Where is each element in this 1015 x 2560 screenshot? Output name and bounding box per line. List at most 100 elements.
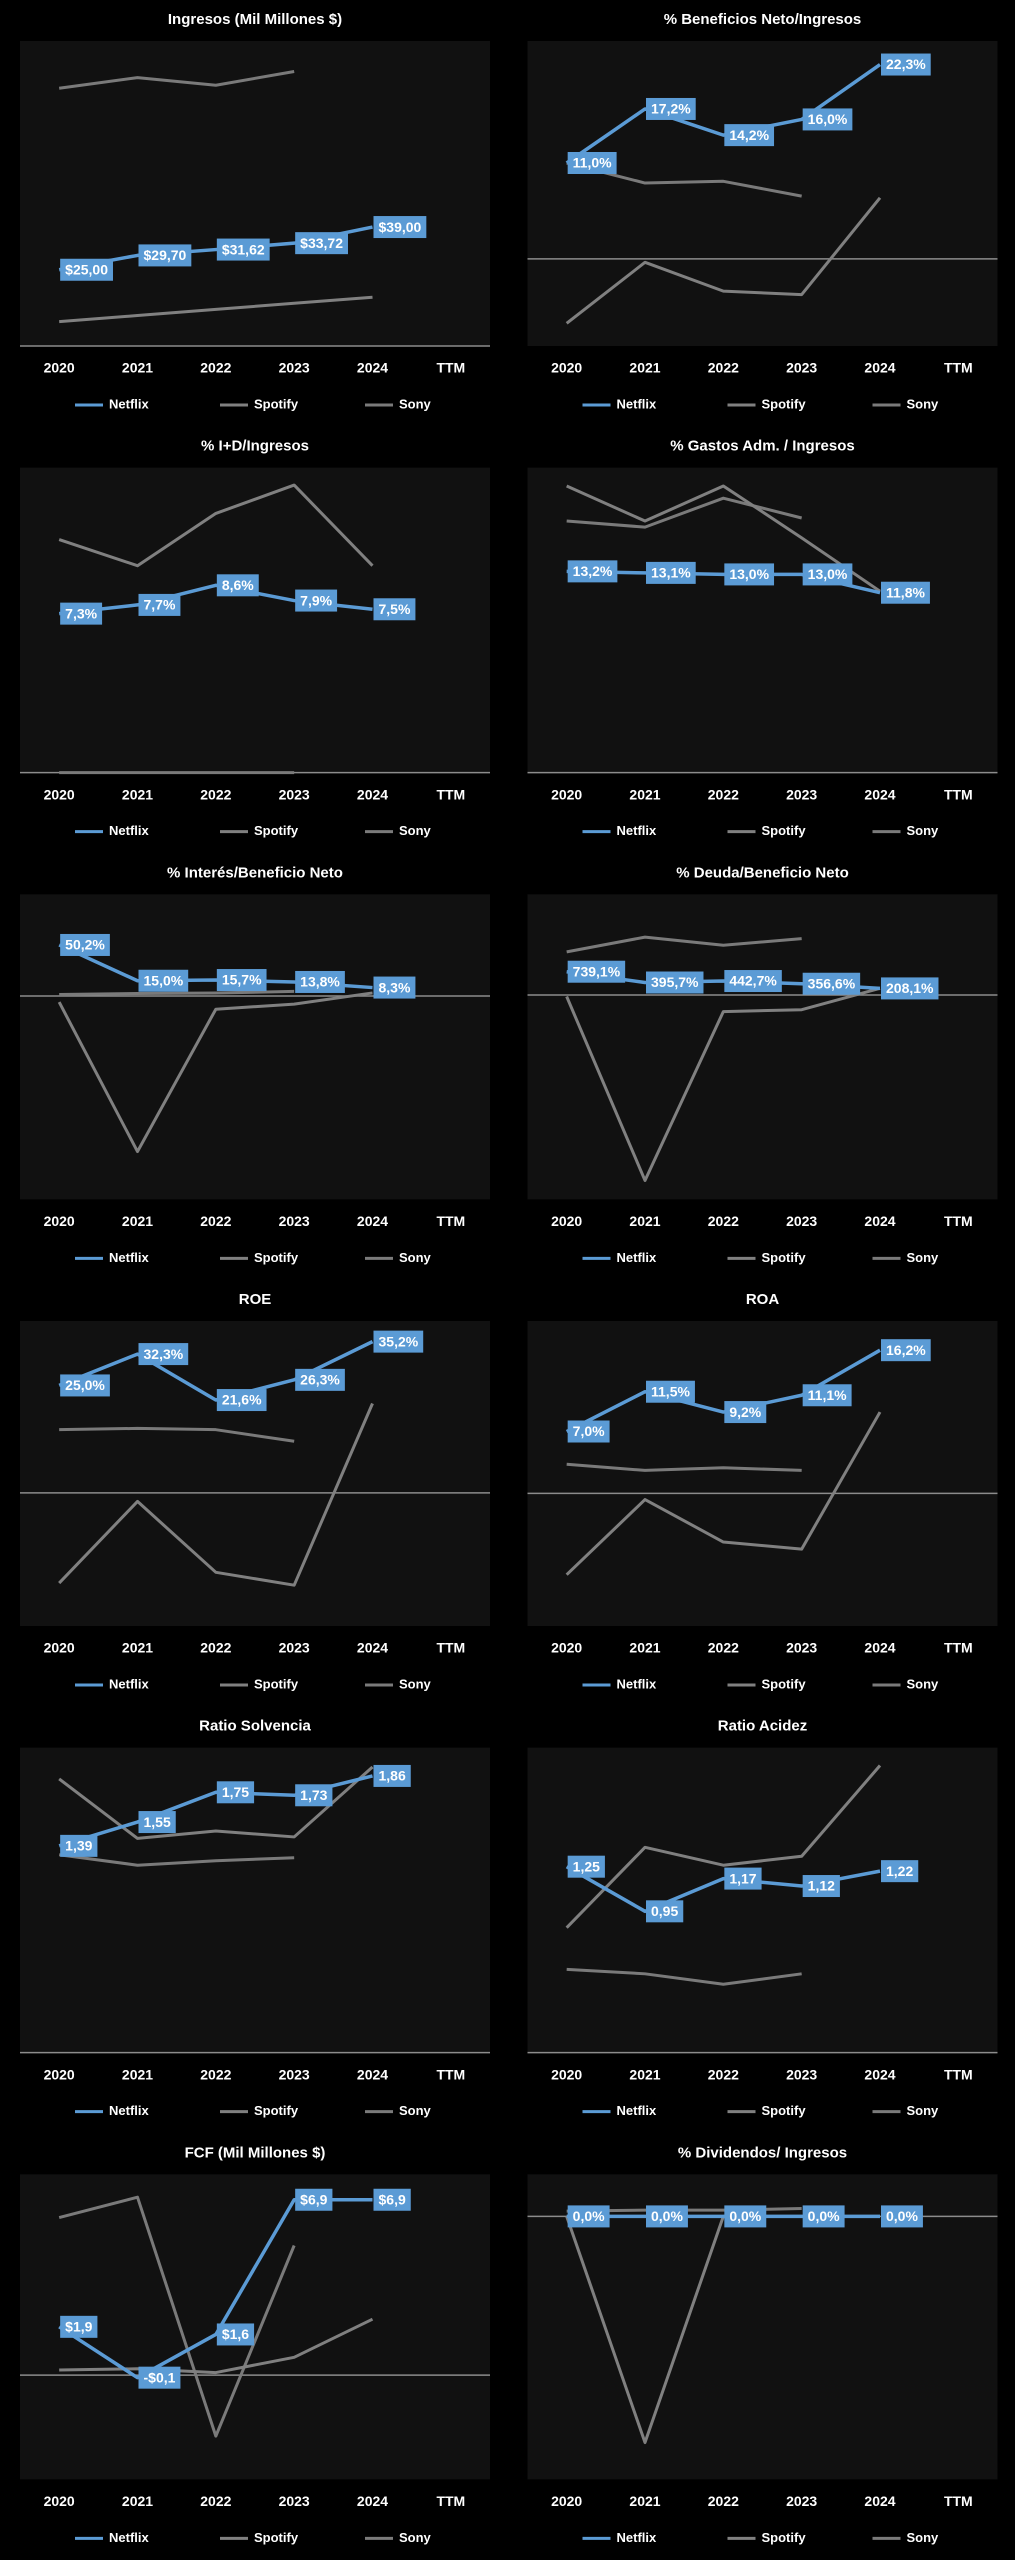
data-label: 32,3%: [138, 1343, 189, 1366]
series-line: [59, 989, 295, 996]
x-tick-label: 2020: [44, 1213, 75, 1229]
data-label-box: [724, 124, 775, 147]
x-tick-label: 2023: [279, 360, 310, 376]
data-label-text: 13,2%: [573, 563, 613, 579]
legend-label: Spotify: [762, 1250, 807, 1265]
x-tick-label: 2021: [122, 1640, 153, 1656]
data-label-text: -$0,1: [144, 2369, 176, 2385]
x-tick-label: 2020: [44, 786, 75, 802]
series-line: [565, 1411, 882, 1576]
data-label-box: [60, 1834, 98, 1857]
data-label: 13,8%: [295, 970, 345, 993]
data-label: 7,9%: [295, 589, 338, 612]
data-label: 16,2%: [881, 1339, 931, 1362]
data-label-box: [646, 2205, 688, 2228]
data-label-text: 35,2%: [379, 1333, 419, 1349]
data-label-text: 16,0%: [808, 111, 848, 127]
legend-label: Spotify: [762, 823, 807, 838]
x-tick-label: 2022: [200, 1640, 231, 1656]
x-tick-label: 2023: [279, 1213, 310, 1229]
data-label-text: $6,9: [300, 2191, 327, 2207]
legend-label: Spotify: [254, 1250, 299, 1265]
data-label-text: 0,0%: [651, 2208, 683, 2224]
x-tick-label: 2020: [551, 360, 582, 376]
plot-area: [20, 1321, 490, 1626]
data-label-box: [802, 563, 853, 586]
data-label: 26,3%: [295, 1368, 345, 1391]
x-tick-label: 2024: [357, 2066, 388, 2082]
data-label-box: [373, 216, 427, 239]
x-tick-label: 2022: [708, 360, 739, 376]
data-label: 0,0%: [881, 2205, 923, 2228]
data-label-box: [138, 593, 181, 616]
x-tick-label: 2024: [864, 1640, 895, 1656]
series-line: [58, 1853, 295, 1867]
series-line: [566, 935, 802, 954]
x-tick-label: TTM: [436, 2493, 465, 2509]
series-line: [58, 2195, 296, 2438]
data-label-text: 1,12: [808, 1878, 835, 1894]
series-line: [59, 1426, 295, 1443]
data-label-text: 7,9%: [300, 592, 332, 608]
legend-label: Netflix: [109, 396, 150, 411]
data-label: 21,6%: [216, 1389, 267, 1412]
legend-label: Sony: [907, 1250, 940, 1265]
data-label-text: 13,1%: [651, 565, 691, 581]
data-label-box: [567, 960, 626, 983]
x-tick-label: 2020: [551, 2066, 582, 2082]
legend-label: Spotify: [762, 1676, 807, 1691]
data-label: 7,7%: [138, 593, 181, 616]
series-line: [59, 2317, 374, 2375]
data-label-text: 11,8%: [886, 584, 925, 600]
data-label: 9,2%: [724, 1401, 767, 1424]
data-label-box: [646, 561, 696, 584]
data-label: 11,1%: [802, 1384, 852, 1407]
legend-label: Netflix: [109, 1676, 150, 1691]
data-label: 25,0%: [60, 1374, 110, 1397]
plot-area: [527, 41, 998, 346]
data-label: 13,1%: [646, 561, 696, 584]
series-line: [565, 986, 881, 1182]
x-tick-label: 2022: [708, 1640, 739, 1656]
data-label: $25,00: [60, 258, 113, 281]
x-tick-label: 2022: [200, 2066, 231, 2082]
data-label: 35,2%: [373, 1330, 424, 1353]
data-label-box: [646, 97, 696, 120]
data-label-text: 0,0%: [573, 2208, 605, 2224]
data-label-box: [646, 1380, 695, 1403]
data-label-box: [802, 1875, 840, 1898]
data-label-text: $6,9: [379, 2191, 406, 2207]
legend-label: Netflix: [617, 396, 658, 411]
data-label-text: $1,9: [65, 2319, 92, 2335]
data-label-text: 1,75: [222, 1784, 249, 1800]
data-label: 0,0%: [646, 2205, 688, 2228]
data-label-text: $31,62: [222, 241, 265, 257]
series-line: [565, 1764, 882, 1929]
series-line: [565, 63, 882, 165]
x-tick-label: 2021: [629, 2493, 660, 2509]
data-label: 50,2%: [60, 933, 110, 956]
data-label: $29,70: [138, 244, 192, 267]
data-label-text: 0,0%: [886, 2208, 918, 2224]
data-label-box: [646, 1900, 684, 1923]
x-tick-label: 2020: [44, 1640, 75, 1656]
data-label-box: [881, 2205, 923, 2228]
data-label-text: 13,0%: [729, 566, 769, 582]
data-label-box: [60, 2315, 98, 2338]
data-label: 1,25: [567, 1855, 605, 1878]
series-line: [58, 1402, 374, 1587]
data-label-box: [724, 563, 775, 586]
x-tick-label: TTM: [944, 2066, 973, 2082]
x-tick-label: 2023: [786, 1640, 817, 1656]
legend-label: Netflix: [617, 823, 658, 838]
series-line: [58, 483, 374, 568]
data-label-box: [138, 2366, 181, 2389]
data-label: 8,6%: [216, 574, 259, 597]
data-label-text: 17,2%: [651, 101, 691, 117]
data-label-text: 442,7%: [729, 973, 777, 989]
data-label-text: 7,5%: [379, 601, 411, 617]
legend-label: Sony: [907, 1676, 940, 1691]
data-label: $1,9: [60, 2315, 98, 2338]
data-label-text: $29,70: [144, 247, 187, 263]
